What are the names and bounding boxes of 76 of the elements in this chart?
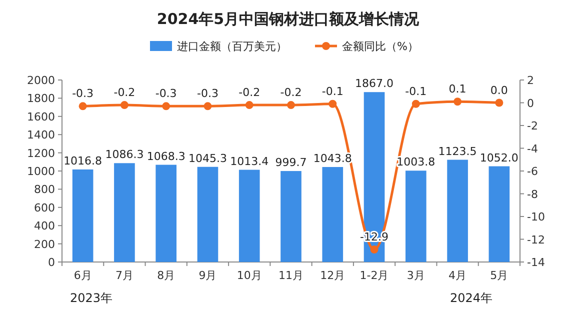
data-label: 1086.3 xyxy=(105,148,144,162)
y2-tick-label: 0 xyxy=(527,96,534,110)
x-tick-label: 6月 xyxy=(74,269,92,282)
data-label: 1123.5 xyxy=(438,144,477,158)
point xyxy=(412,100,420,108)
bar xyxy=(238,170,260,262)
y2-tick-label: -14 xyxy=(527,256,545,269)
data-label: -0.2 xyxy=(114,86,136,100)
data-label: 0.1 xyxy=(448,82,466,96)
x-tick-label: 8月 xyxy=(157,269,176,282)
bar xyxy=(280,171,302,262)
point xyxy=(204,102,212,110)
data-label: -0.3 xyxy=(72,87,94,100)
data-label: 1016.8 xyxy=(64,154,102,168)
y2-tick-label: -10 xyxy=(527,210,545,224)
point xyxy=(78,102,87,110)
x-tick-label: 11月 xyxy=(278,269,304,282)
x-tick-label: 10月 xyxy=(236,269,262,282)
y-tick-label: 1600 xyxy=(27,110,55,124)
point xyxy=(370,245,378,254)
y2-tick-label: -2 xyxy=(527,120,538,132)
data-label: 999.7 xyxy=(275,156,307,170)
bar xyxy=(447,160,468,262)
data-label: 1052.0 xyxy=(480,151,518,164)
y2-tick-label: -4 xyxy=(527,142,538,156)
data-label: -0.3 xyxy=(155,87,177,100)
y2-tick-label: -12 xyxy=(527,233,545,246)
text: 2023年 xyxy=(70,291,113,305)
x-tick-label: 7月 xyxy=(115,269,134,282)
point xyxy=(328,100,337,108)
bar xyxy=(322,167,344,262)
bar xyxy=(72,169,94,262)
y-tick-label: 1800 xyxy=(27,92,55,106)
legend-label: 金额同比（%） xyxy=(342,40,418,53)
bar xyxy=(156,164,176,262)
data-label: 1867.0 xyxy=(355,77,394,90)
y-tick-label: 400 xyxy=(34,220,55,233)
data-label: 1013.4 xyxy=(230,154,269,168)
x-tick-label: 12月 xyxy=(320,269,346,282)
x-tick-label: 3月 xyxy=(406,269,425,282)
point xyxy=(120,101,128,110)
y-tick-label: 1400 xyxy=(27,128,55,142)
bar xyxy=(197,166,218,262)
data-label: -0.1 xyxy=(405,84,427,98)
point xyxy=(162,102,170,110)
y-tick-label: 0 xyxy=(48,256,55,269)
data-label: -0.2 xyxy=(238,86,260,100)
x-tick-label: 1-2月 xyxy=(360,269,389,282)
y-tick-label: 800 xyxy=(34,183,55,196)
point xyxy=(245,101,254,110)
y2-tick-label: 2 xyxy=(527,74,534,87)
y-tick-label: 1000 xyxy=(27,165,55,178)
data-label: 0.0 xyxy=(490,84,508,97)
data-label: -0.2 xyxy=(280,86,302,100)
legend-label: 进口金额（百万美元） xyxy=(177,40,287,53)
chart-title: 2024年5月中国钢材进口额及增长情况 xyxy=(156,10,420,28)
bar xyxy=(488,166,510,262)
x-tick-label: 4月 xyxy=(448,269,467,282)
data-label: -0.3 xyxy=(196,87,218,100)
point xyxy=(495,98,504,107)
point xyxy=(287,101,295,110)
bar xyxy=(114,163,135,262)
data-label: 1068.3 xyxy=(146,150,186,163)
bar xyxy=(406,170,426,262)
x-tick-label: 9月 xyxy=(198,269,217,282)
x-tick-label: 5月 xyxy=(490,269,508,282)
y-tick-label: 1200 xyxy=(27,146,55,160)
y2-tick-label: -8 xyxy=(527,188,538,201)
data-label: -0.1 xyxy=(322,84,344,98)
y-tick-label: 200 xyxy=(34,238,55,251)
point xyxy=(454,98,462,106)
y-tick-label: 2000 xyxy=(27,74,55,87)
y-tick-label: 600 xyxy=(34,201,55,214)
text: 2024年 xyxy=(450,291,493,305)
data-label: 1045.3 xyxy=(188,152,227,165)
y2-tick-label: -6 xyxy=(527,165,538,178)
